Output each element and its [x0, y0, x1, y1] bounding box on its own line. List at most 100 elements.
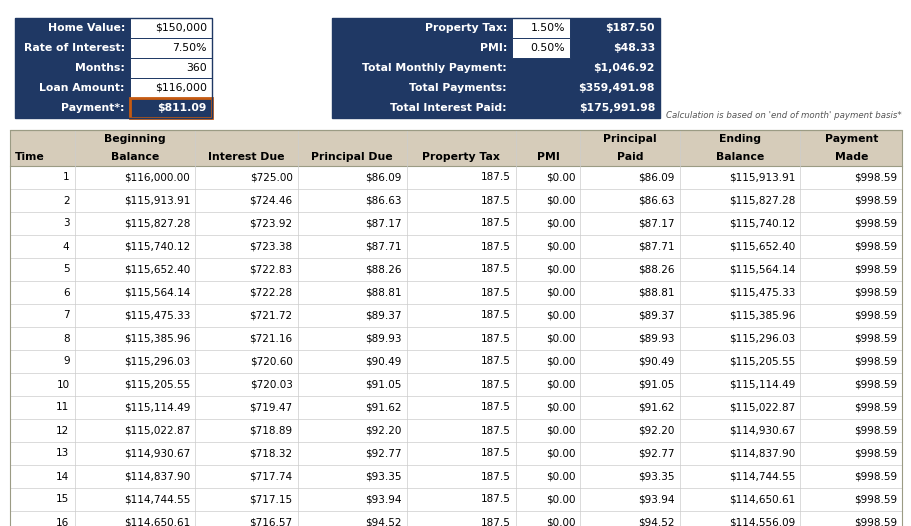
Bar [10, 396, 901, 419]
Bar [511, 38, 569, 58]
Bar [10, 442, 901, 465]
Text: 16: 16 [56, 518, 69, 526]
Text: Balance: Balance [715, 152, 763, 162]
Text: $87.71: $87.71 [364, 241, 401, 251]
Text: Paid: Paid [616, 152, 642, 162]
Text: $115,827.28: $115,827.28 [124, 218, 189, 228]
Text: Property Tax: Property Tax [422, 152, 499, 162]
Text: Property Tax:: Property Tax: [425, 23, 507, 33]
Text: $721.72: $721.72 [249, 310, 292, 320]
Text: $88.81: $88.81 [364, 288, 401, 298]
Text: $114,930.67: $114,930.67 [124, 449, 189, 459]
Text: 187.5: 187.5 [480, 402, 510, 412]
Text: 11: 11 [56, 402, 69, 412]
Text: 187.5: 187.5 [480, 265, 510, 275]
Text: 187.5: 187.5 [480, 518, 510, 526]
Text: $722.83: $722.83 [249, 265, 292, 275]
Bar [10, 511, 901, 526]
Text: $0.00: $0.00 [545, 426, 575, 436]
Bar [130, 98, 211, 118]
Text: $89.37: $89.37 [638, 310, 674, 320]
Bar [10, 465, 901, 488]
Text: $87.17: $87.17 [364, 218, 401, 228]
Text: $722.28: $722.28 [249, 288, 292, 298]
Bar [10, 304, 901, 327]
Text: $115,022.87: $115,022.87 [729, 402, 794, 412]
Text: $114,744.55: $114,744.55 [124, 494, 189, 504]
Bar [10, 350, 901, 373]
Text: $88.81: $88.81 [638, 288, 674, 298]
Text: $998.59: $998.59 [853, 218, 896, 228]
Text: $115,205.55: $115,205.55 [729, 357, 794, 367]
Text: $115,296.03: $115,296.03 [729, 333, 794, 343]
Text: 0.50%: 0.50% [530, 43, 565, 53]
Text: $187.50: $187.50 [605, 23, 654, 33]
Text: $115,652.40: $115,652.40 [124, 265, 189, 275]
Text: $718.89: $718.89 [249, 426, 292, 436]
Text: $0.00: $0.00 [545, 265, 575, 275]
Bar [130, 78, 211, 98]
Text: $0.00: $0.00 [545, 288, 575, 298]
Text: $115,564.14: $115,564.14 [124, 288, 189, 298]
Text: $48.33: $48.33 [612, 43, 654, 53]
Text: $0.00: $0.00 [545, 173, 575, 183]
Text: PMI: PMI [536, 152, 558, 162]
Text: Payment*:: Payment*: [61, 103, 125, 113]
Text: $90.49: $90.49 [365, 357, 401, 367]
Text: $115,022.87: $115,022.87 [124, 426, 189, 436]
Text: $0.00: $0.00 [545, 241, 575, 251]
Text: Principal: Principal [603, 134, 656, 144]
Text: $0.00: $0.00 [545, 357, 575, 367]
Text: $94.52: $94.52 [638, 518, 674, 526]
Text: $89.93: $89.93 [364, 333, 401, 343]
Bar [10, 130, 901, 526]
Text: $115,564.14: $115,564.14 [728, 265, 794, 275]
Text: $998.59: $998.59 [853, 265, 896, 275]
Text: $88.26: $88.26 [638, 265, 674, 275]
Text: $114,837.90: $114,837.90 [124, 471, 189, 481]
Text: $998.59: $998.59 [853, 357, 896, 367]
Text: $115,652.40: $115,652.40 [729, 241, 794, 251]
Text: 4: 4 [63, 241, 69, 251]
Text: $91.05: $91.05 [638, 379, 674, 389]
Text: $92.77: $92.77 [364, 449, 401, 459]
Text: Ending: Ending [719, 134, 761, 144]
Text: $723.38: $723.38 [249, 241, 292, 251]
Text: $0.00: $0.00 [545, 471, 575, 481]
Bar [10, 281, 901, 304]
Text: $998.59: $998.59 [853, 241, 896, 251]
Text: 2: 2 [63, 196, 69, 206]
Text: $115,205.55: $115,205.55 [124, 379, 189, 389]
Text: 1: 1 [63, 173, 69, 183]
Bar [130, 38, 211, 58]
Text: $998.59: $998.59 [853, 310, 896, 320]
Text: $724.46: $724.46 [249, 196, 292, 206]
Text: Total Interest Paid:: Total Interest Paid: [390, 103, 507, 113]
Text: $88.26: $88.26 [364, 265, 401, 275]
Text: Total Payments:: Total Payments: [409, 83, 507, 93]
Text: 187.5: 187.5 [480, 426, 510, 436]
Text: $115,114.49: $115,114.49 [728, 379, 794, 389]
Text: $114,650.61: $114,650.61 [729, 494, 794, 504]
Text: $811.09: $811.09 [158, 103, 207, 113]
Text: 187.5: 187.5 [480, 379, 510, 389]
Text: $115,475.33: $115,475.33 [728, 288, 794, 298]
Text: $86.63: $86.63 [364, 196, 401, 206]
Text: 1.50%: 1.50% [530, 23, 565, 33]
Text: $94.52: $94.52 [364, 518, 401, 526]
Text: $718.32: $718.32 [249, 449, 292, 459]
Text: $114,837.90: $114,837.90 [729, 449, 794, 459]
Text: 187.5: 187.5 [480, 218, 510, 228]
Text: $115,740.12: $115,740.12 [729, 218, 794, 228]
Bar [15, 18, 211, 118]
Text: $86.09: $86.09 [638, 173, 674, 183]
Text: $116,000: $116,000 [155, 83, 207, 93]
Text: $723.92: $723.92 [249, 218, 292, 228]
Text: 187.5: 187.5 [480, 288, 510, 298]
Text: $998.59: $998.59 [853, 196, 896, 206]
Text: 9: 9 [63, 357, 69, 367]
Text: $998.59: $998.59 [853, 449, 896, 459]
Text: $86.63: $86.63 [638, 196, 674, 206]
Text: 15: 15 [56, 494, 69, 504]
Text: 360: 360 [186, 63, 207, 73]
